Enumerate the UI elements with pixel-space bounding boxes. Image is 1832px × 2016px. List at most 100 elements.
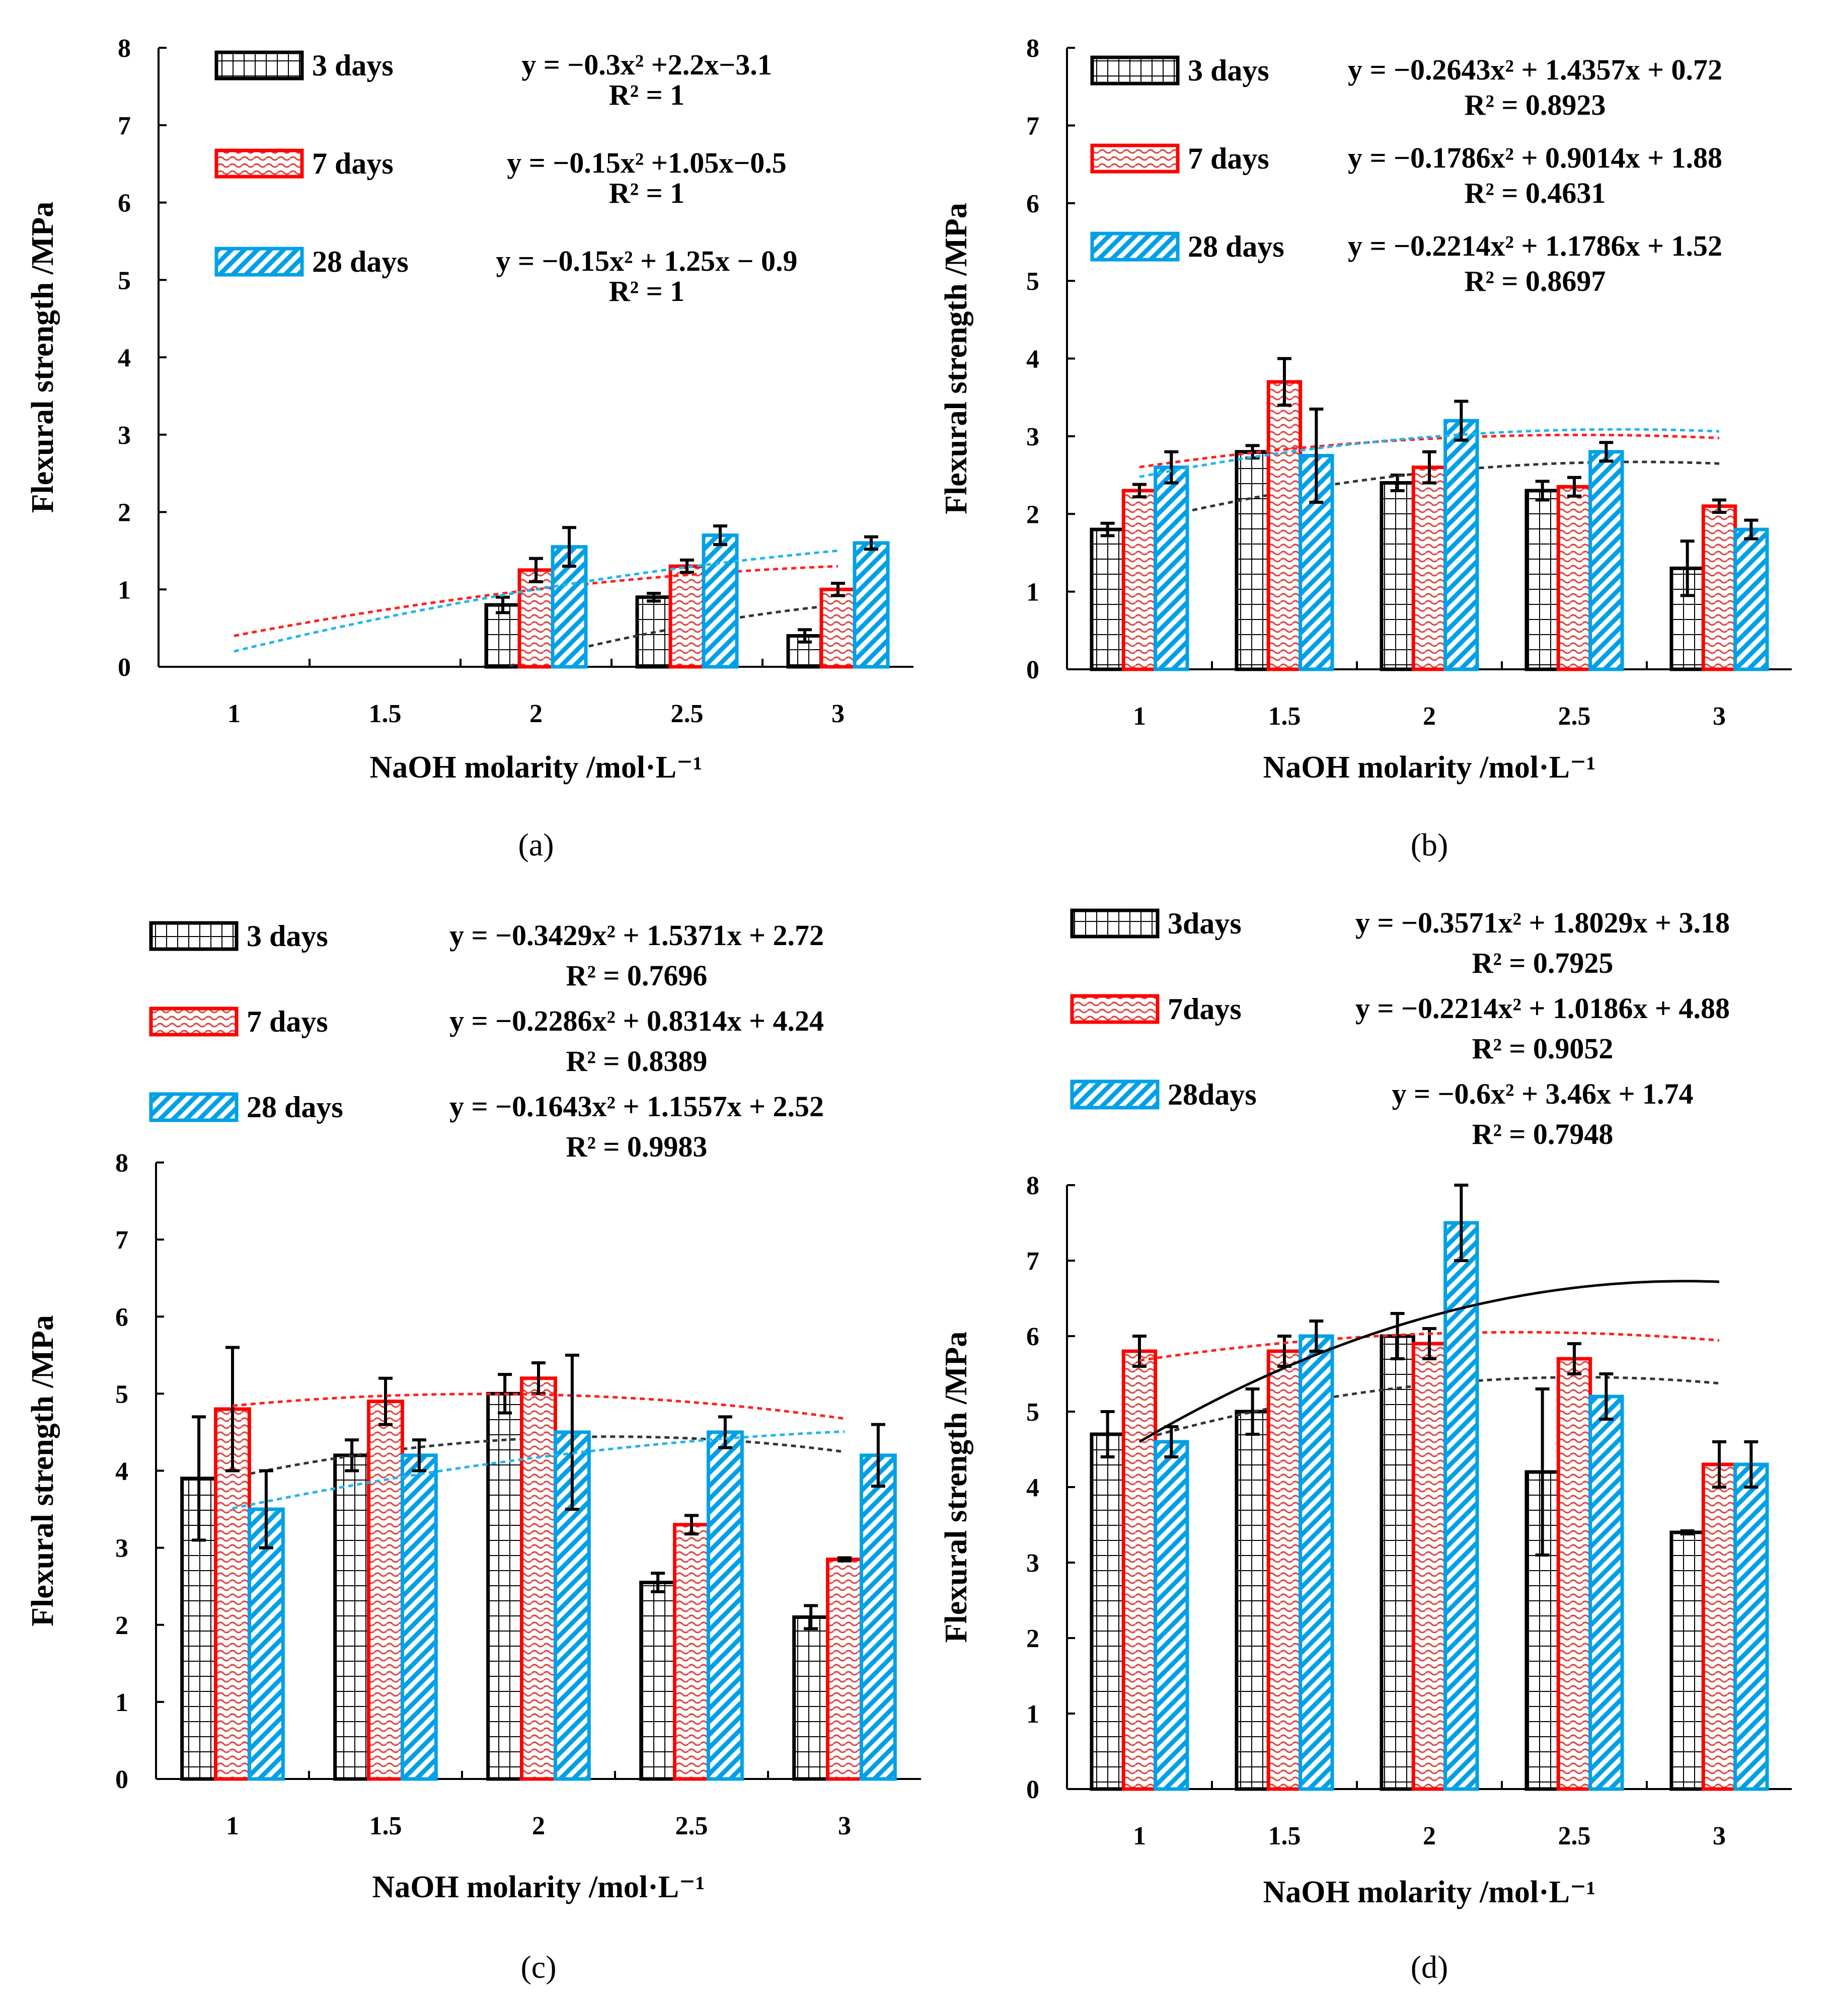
y-tick-label: 6 [1026,190,1039,218]
bar-28days-2.5 [1588,450,1624,671]
y-tick-label: 8 [118,34,131,63]
fit-equation: y = −0.1786x² + 0.9014x + 1.88 [1348,141,1722,174]
fit-r-squared: R² = 0.8697 [1465,265,1606,297]
x-tick-label: 2.5 [675,1812,708,1840]
panel-label: (a) [518,827,554,863]
bar-28days-3 [859,1453,897,1781]
y-tick-label: 6 [1026,1323,1039,1351]
bar-28days-1.5 [400,1453,438,1781]
y-tick-label: 2 [1026,1624,1039,1653]
bar-3days-2 [484,603,521,669]
bar-28days-2.5 [702,533,739,669]
x-tick-label: 1 [1133,702,1146,731]
y-tick-label: 7 [1026,112,1039,140]
y-axis-title: Flexural strength /MPa [26,202,60,513]
bar-3days-3 [1669,1530,1705,1791]
fit-equation: y = −0.1643x² + 1.1557x + 2.52 [449,1090,824,1123]
bar-3days-2 [1380,1334,1415,1791]
legend-label: 7 days [1188,142,1269,175]
fit-equation: y = −0.2214x² + 1.0186x + 4.88 [1355,992,1730,1025]
bar-3days-2.5 [1524,489,1560,671]
legend-label: 28 days [1188,230,1284,263]
y-tick-label: 6 [115,1303,128,1332]
y-tick-label: 5 [115,1380,128,1409]
legend-label: 3 days [1188,54,1269,87]
fit-r-squared: R² = 0.7925 [1472,947,1614,979]
y-tick-label: 0 [1026,656,1039,684]
bar-7days-2.5 [668,564,706,669]
fit-equation: y = −0.3x² +2.2x−3.1 [521,48,772,81]
trendline-28days [1138,1280,1720,1443]
bar-7days-1.5 [1266,380,1303,671]
trendline-3days [1139,1376,1720,1441]
y-tick-label: 0 [118,653,131,682]
x-tick-label: 1 [227,700,241,728]
fit-equation: y = −0.2643x² + 1.4357x + 0.72 [1348,53,1722,86]
bar-28days-2 [1443,419,1479,671]
x-tick-label: 3 [831,700,845,728]
bar-28days-3 [1733,1462,1769,1791]
bar-3days-2.5 [639,1581,677,1781]
bar-3days-1.5 [1235,450,1270,671]
legend-label: 7 days [247,1005,328,1038]
fit-equation: y = −0.2286x² + 0.8314x + 4.24 [449,1004,824,1037]
y-tick-label: 7 [1026,1247,1039,1276]
bar-3days-1.5 [333,1453,371,1781]
bar-3days-1 [1090,1432,1125,1791]
x-tick-label: 1.5 [369,700,402,728]
fit-r-squared: R² = 0.8923 [1465,89,1606,121]
fit-r-squared: R² = 0.8389 [566,1045,708,1077]
y-axis-title: Flexural strength /MPa [939,203,973,514]
x-tick-label: 2 [532,1812,545,1840]
legend-label: 3 days [312,49,394,82]
x-tick-label: 1 [1133,1822,1146,1850]
bar-28days-1 [1154,1440,1189,1791]
bar-3days-3 [792,1615,830,1781]
y-tick-label: 8 [1026,34,1039,63]
trendline-28days [232,1430,845,1510]
chart-panel-c: 0 1 2 3 4 5 6 7 8 1 1.5 2 2.5 3 NaOH molarity /mol·L⁻¹… [26,919,921,1985]
y-tick-label: 6 [118,189,131,218]
bar-28days-1 [247,1507,285,1781]
y-tick-label: 0 [1026,1775,1039,1804]
legend-swatch-28days [1070,1079,1160,1110]
bar-7days-2.5 [1556,485,1592,671]
legend-swatch-3days [1090,55,1180,86]
fit-r-squared: R² = 0.9052 [1472,1032,1614,1065]
y-tick-label: 3 [1026,423,1039,451]
fit-equation: y = −0.2214x² + 1.1786x + 1.52 [1348,229,1722,262]
bar-28days-3 [853,541,890,669]
bar-28days-2.5 [706,1430,744,1781]
bar-7days-1.5 [1266,1349,1303,1791]
legend-label: 7 days [312,147,394,180]
panel-label: (c) [520,1949,556,1985]
y-tick-label: 3 [1026,1549,1039,1578]
bar-7days-3 [819,587,857,669]
bar-7days-1.5 [367,1400,404,1781]
y-tick-label: 8 [115,1149,128,1178]
x-tick-label: 1.5 [1268,1822,1301,1850]
legend-label: 3 days [247,919,328,953]
legend-label: 28days [1168,1078,1257,1111]
fit-r-squared: R² = 0.9983 [566,1130,708,1163]
legend-swatch-28days [1090,231,1180,262]
y-tick-label: 2 [118,499,131,527]
y-tick-label: 1 [1026,578,1039,607]
legend-swatch-7days [1090,143,1180,174]
bar-7days-2 [517,568,555,669]
bar-28days-2.5 [1588,1394,1624,1791]
legend-label: 28 days [247,1091,343,1124]
y-tick-label: 7 [118,112,131,140]
x-tick-label: 1.5 [1268,702,1301,731]
panel-label: (d) [1411,1949,1448,1985]
legend-swatch-7days [149,1006,239,1037]
panel-label: (b) [1411,827,1448,863]
legend-swatch-28days [149,1092,239,1122]
trendline-7days [1139,1331,1720,1362]
chart-panel-b: 0 1 2 3 4 5 6 7 8 1 1.5 2 2.5 3 NaOH molarity /mol·L⁻¹… [939,34,1792,863]
x-tick-label: 2 [1423,702,1436,731]
y-tick-label: 0 [115,1765,128,1794]
trendline-7days [232,1392,845,1420]
bar-7days-2 [520,1376,557,1781]
fit-r-squared: R² = 1 [609,79,684,111]
